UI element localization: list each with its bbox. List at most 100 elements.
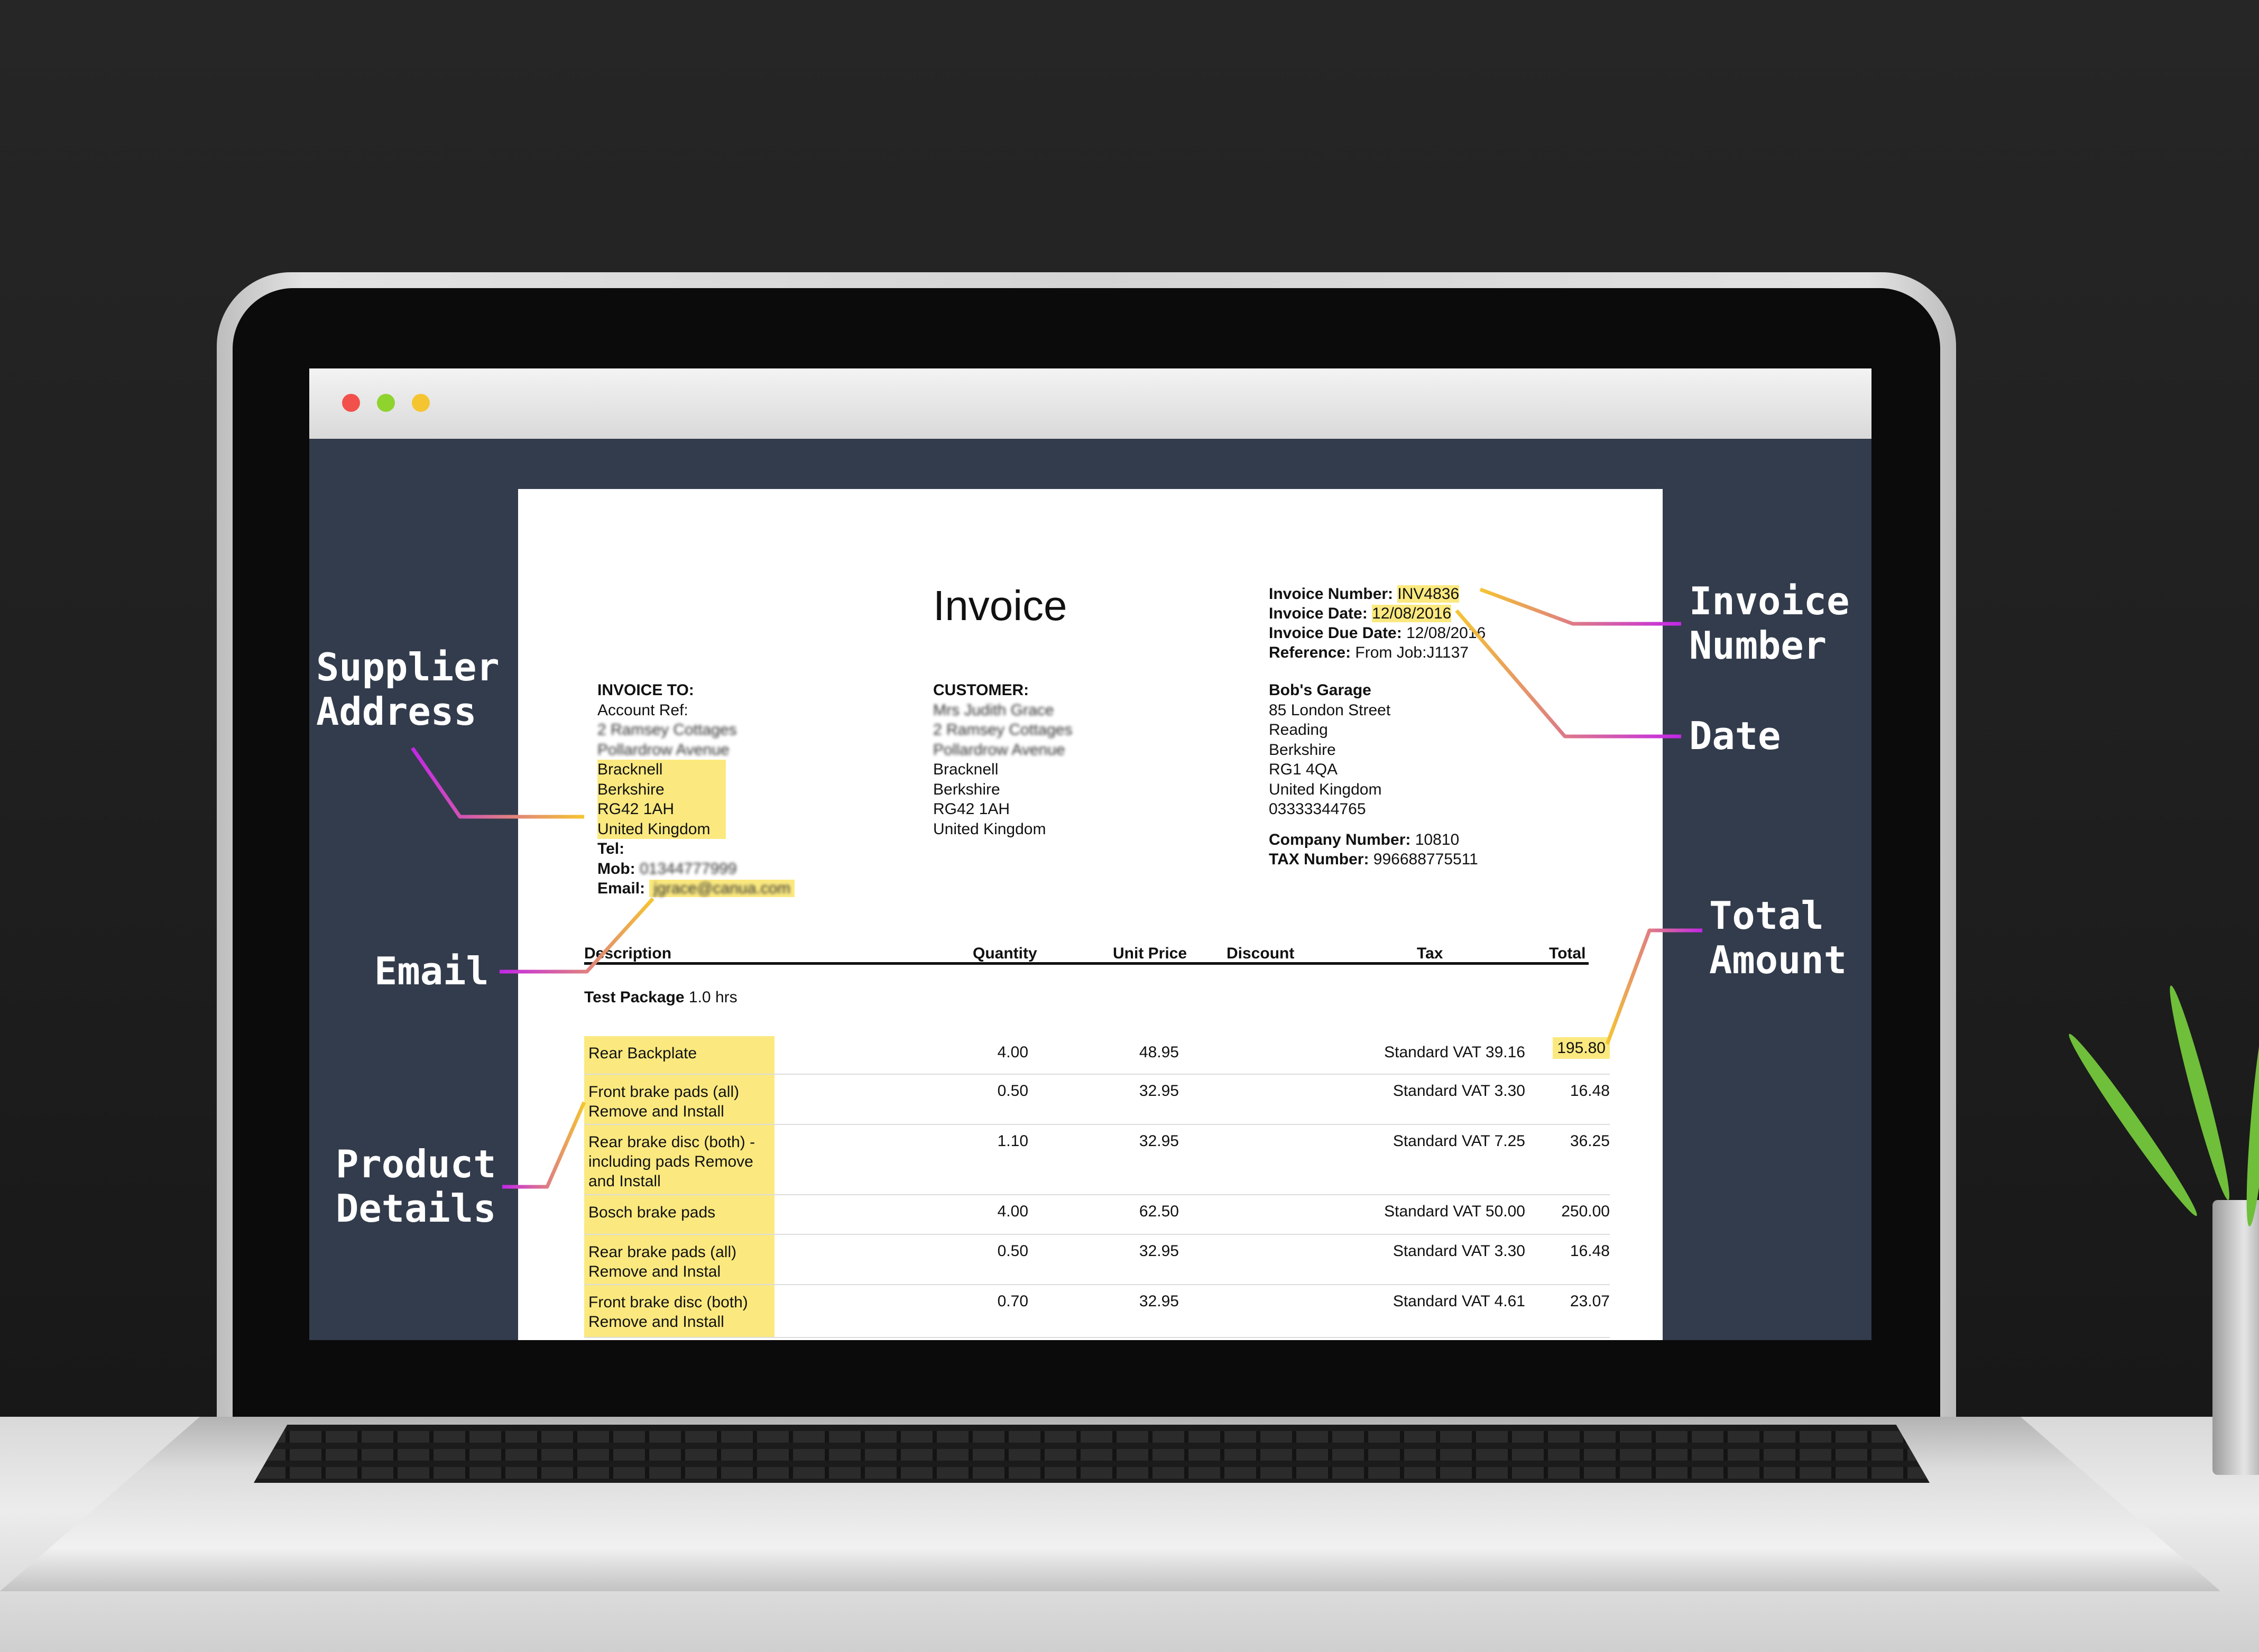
callout-product-details: Product Details [336, 1142, 496, 1231]
table-row: Rear brake pads (all) Remove and Instal … [584, 1235, 1610, 1285]
callout-invoice-number: Invoice Number [1689, 579, 1850, 668]
row-unit-price: 62.50 [1139, 1203, 1179, 1220]
blurred-customer-line: Pollardrow Avenue [933, 741, 1065, 759]
total-amount-highlight: 195.80 [1553, 1037, 1610, 1059]
customer-line: United Kingdom [933, 820, 1046, 838]
row-description: Front brake disc (both) Remove and Insta… [584, 1285, 774, 1337]
invoice-to-block: INVOICE TO: Account Ref: 2 Ramsey Cottag… [597, 680, 795, 899]
row-unit-price: 48.95 [1139, 1044, 1179, 1061]
header-discount: Discount [1227, 945, 1295, 962]
row-description: Rear Backplate [584, 1036, 774, 1074]
close-dot-icon[interactable] [342, 394, 360, 412]
connector-supplier-address [411, 747, 584, 819]
row-total: 195.80 [1536, 1037, 1610, 1059]
invoice-title: Invoice [933, 582, 1067, 629]
row-quantity: 4.00 [997, 1044, 1028, 1061]
reference: From Job:J1137 [1355, 644, 1469, 661]
header-total: Total [1549, 945, 1586, 962]
row-unit-price: 32.95 [1139, 1242, 1179, 1260]
callout-date: Date [1689, 714, 1781, 758]
package-name: Test Package [584, 989, 685, 1006]
supplier-block: Bob's Garage 85 London Street Reading Be… [1269, 680, 1478, 870]
header-quantity: Quantity [973, 945, 1037, 962]
account-ref-label: Account Ref: [597, 701, 688, 719]
table-header: Description Quantity Unit Price Discount… [584, 945, 1589, 965]
table-row: Bosch brake pads 4.00 62.50 Standard VAT… [584, 1195, 1610, 1235]
customer-line: Berkshire [933, 780, 1000, 798]
connector-invoice-number [1479, 587, 1681, 626]
address-line: Berkshire [597, 780, 665, 798]
package-hours: 1.0 hrs [688, 989, 737, 1006]
row-total: 16.48 [1570, 1082, 1610, 1100]
supplier-line: RG1 4QA [1269, 761, 1338, 778]
supplier-address-highlight: Bracknell Berkshire RG42 1AH United King… [597, 760, 726, 839]
supplier-line: Berkshire [1269, 741, 1336, 759]
header-tax: Tax [1417, 945, 1443, 962]
invoice-number-line: Invoice Number: INV4836 [1269, 585, 1460, 603]
supplier-name: Bob's Garage [1269, 681, 1371, 699]
tel-label: Tel: [597, 840, 625, 857]
address-line: RG42 1AH [597, 800, 675, 818]
row-quantity: 0.50 [997, 1242, 1028, 1260]
email-highlight: jgrace@canua.com [649, 880, 795, 897]
callout-supplier-address: Supplier Address [316, 645, 500, 734]
email-label: Email: [597, 880, 646, 897]
row-total: 16.48 [1570, 1242, 1610, 1260]
row-description: Bosch brake pads [584, 1195, 774, 1234]
row-tax: Standard VAT 39.16 [1384, 1044, 1525, 1061]
invoice-number: INV4836 [1397, 585, 1460, 603]
row-description: Front brake pads (all) Remove and Instal… [584, 1075, 774, 1124]
row-tax: Standard VAT 3.30 [1393, 1082, 1525, 1100]
row-total: 250.00 [1561, 1203, 1610, 1220]
table-row: Rear Backplate 4.00 48.95 Standard VAT 3… [584, 1036, 1610, 1075]
reference-line: Reference: From Job:J1137 [1269, 644, 1469, 661]
connector-product-details [502, 1101, 586, 1189]
row-description: Rear brake disc (both) - including pads … [584, 1125, 774, 1194]
minimize-dot-icon[interactable] [377, 394, 395, 412]
table-row: Rear brake disc (both) - including pads … [584, 1125, 1610, 1195]
customer-heading: CUSTOMER: [933, 681, 1029, 699]
mob-value: 01344777999 [639, 860, 737, 878]
row-unit-price: 32.95 [1139, 1132, 1179, 1150]
tax-number: 996688775511 [1373, 851, 1478, 868]
row-tax: Standard VAT 50.00 [1384, 1203, 1525, 1220]
address-line: Bracknell [597, 761, 663, 778]
row-unit-price: 32.95 [1139, 1293, 1179, 1310]
supplier-line: 85 London Street [1269, 701, 1391, 719]
supplier-line: 03333344765 [1269, 800, 1366, 818]
row-quantity: 0.50 [997, 1082, 1028, 1100]
invoice-date-line: Invoice Date: 12/08/2016 [1269, 605, 1452, 622]
table-row: Front brake pads (all) Remove and Instal… [584, 1075, 1610, 1125]
supplier-line: United Kingdom [1269, 780, 1382, 798]
blurred-customer-line: Mrs Judith Grace [933, 701, 1054, 719]
row-tax: Standard VAT 4.61 [1393, 1293, 1525, 1310]
customer-line: RG42 1AH [933, 800, 1010, 818]
customer-line: Bracknell [933, 761, 999, 778]
customer-block: CUSTOMER: Mrs Judith Grace 2 Ramsey Cott… [933, 680, 1072, 839]
tax-number-label: TAX Number: [1269, 851, 1369, 868]
address-line: United Kingdom [597, 820, 711, 838]
mob-label: Mob: [597, 860, 635, 878]
row-description: Rear brake pads (all) Remove and Instal [584, 1235, 774, 1284]
table-row: Front brake disc (both) Remove and Insta… [584, 1285, 1610, 1338]
row-quantity: 0.70 [997, 1293, 1028, 1310]
company-number: 10810 [1415, 830, 1460, 848]
connector-total-amount [1605, 928, 1702, 1045]
row-tax: Standard VAT 3.30 [1393, 1242, 1525, 1260]
supplier-line: Reading [1269, 721, 1328, 739]
callout-total-amount: Total Amount [1709, 893, 1847, 982]
header-unit-price: Unit Price [1113, 945, 1187, 962]
window-titlebar [309, 368, 1871, 439]
package-line: Test Package 1.0 hrs [584, 989, 737, 1007]
invoice-date: 12/08/2016 [1372, 605, 1452, 622]
callout-email: Email [374, 949, 489, 993]
laptop-keyboard [254, 1425, 1930, 1483]
company-number-label: Company Number: [1269, 830, 1411, 848]
plant-pot [2212, 1200, 2259, 1475]
row-quantity: 1.10 [997, 1132, 1028, 1150]
invoice-to-heading: INVOICE TO: [597, 681, 694, 699]
row-tax: Standard VAT 7.25 [1393, 1132, 1525, 1150]
blurred-customer-line: 2 Ramsey Cottages [933, 721, 1073, 739]
maximize-dot-icon[interactable] [412, 394, 430, 412]
